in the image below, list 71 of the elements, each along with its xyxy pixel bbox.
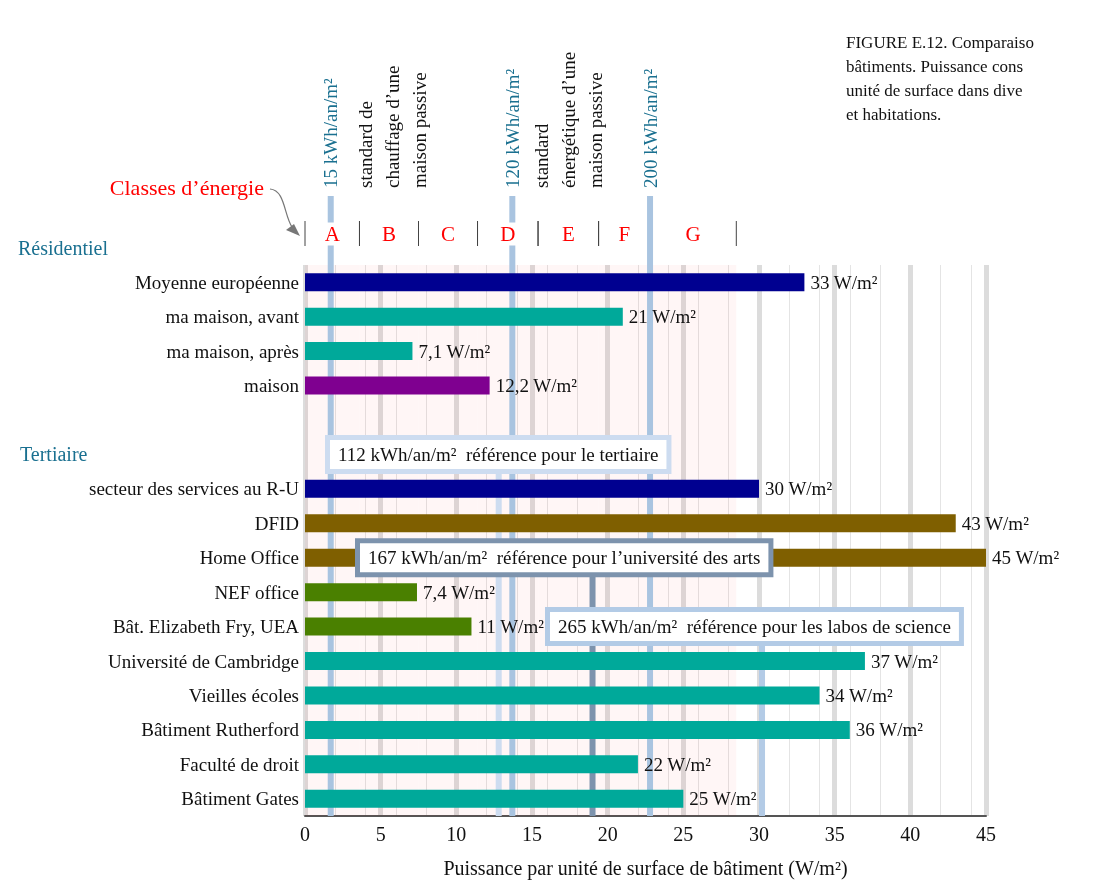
text: Tertiaire bbox=[20, 443, 88, 466]
data-label: 7,1 W/m² bbox=[418, 340, 491, 362]
text: standard de chauffage d’une maison passive bbox=[355, 65, 431, 188]
bar bbox=[305, 514, 956, 533]
bar bbox=[305, 652, 865, 671]
x-tick-label: 30 bbox=[749, 823, 769, 845]
x-axis-title: Puissance par unité de surface de bâtiment (W/m²) bbox=[443, 857, 848, 880]
data-label: 36 W/m² bbox=[855, 719, 924, 741]
data-label: 37 W/m² bbox=[870, 650, 939, 672]
ref-line-label: 167 kWh/an/m² référence pour l’université des arts bbox=[368, 547, 761, 569]
text: Classes d’énergie bbox=[109, 174, 264, 200]
y-tick-label: DFID bbox=[254, 512, 299, 534]
data-label: 7,4 W/m² bbox=[422, 581, 496, 603]
data-label: 25 W/m² bbox=[689, 788, 757, 810]
data-label: 12,2 W/m² bbox=[495, 375, 578, 397]
band-label: A bbox=[324, 222, 341, 246]
text: standard énergétique d’une maison passive bbox=[530, 51, 606, 188]
band-label: C bbox=[441, 222, 456, 246]
y-tick-label: ma maison, avant bbox=[165, 306, 300, 328]
y-tick-label: Home Office bbox=[199, 547, 299, 569]
bar bbox=[305, 342, 413, 361]
band-label: G bbox=[685, 222, 701, 246]
ref-line-label: 120 kWh/an/m² bbox=[501, 68, 523, 188]
data-label: 45 W/m² bbox=[992, 547, 1060, 569]
y-tick-label: Vieilles écoles bbox=[188, 684, 299, 706]
band-label: B bbox=[381, 222, 396, 246]
y-tick-label: Moyenne européenne bbox=[134, 271, 299, 293]
data-label: 22 W/m² bbox=[643, 753, 712, 775]
bar bbox=[305, 617, 472, 636]
y-tick-label: Bâtiment Rutherford bbox=[141, 719, 300, 741]
y-tick-label: Bâtiment Gates bbox=[181, 788, 299, 810]
bar bbox=[305, 686, 820, 705]
y-tick-label: maison bbox=[244, 375, 300, 397]
text: FIGURE E.12. Comparaiso bâtiments. Puissance cons unité de surface dans dive et habitations. bbox=[846, 32, 1034, 124]
band-label: D bbox=[500, 222, 516, 246]
bar bbox=[305, 479, 759, 498]
y-tick-label: Faculté de droit bbox=[179, 753, 300, 775]
bar bbox=[305, 307, 623, 326]
y-tick-label: Université de Cambridge bbox=[107, 650, 299, 672]
data-label: 33 W/m² bbox=[810, 271, 878, 293]
x-tick-label: 5 bbox=[375, 823, 386, 845]
ref-line-label: 265 kWh/an/m² référence pour les labos de science bbox=[558, 616, 951, 638]
ref-line-label: 200 kWh/an/m² bbox=[639, 68, 661, 188]
y-tick-label: ma maison, après bbox=[166, 340, 299, 362]
x-tick-label: 25 bbox=[673, 823, 694, 845]
x-tick-label: 45 bbox=[976, 823, 996, 845]
x-tick-label: 10 bbox=[446, 823, 467, 845]
bar bbox=[305, 273, 805, 292]
data-label: 34 W/m² bbox=[825, 684, 893, 706]
y-tick-label: Bât. Elizabeth Fry, UEA bbox=[112, 616, 300, 638]
y-tick-label: NEF office bbox=[214, 581, 299, 603]
x-tick-label: 0 bbox=[300, 823, 310, 845]
band-label: E bbox=[561, 222, 575, 246]
bar bbox=[305, 583, 417, 602]
x-tick-label: 35 bbox=[824, 823, 845, 845]
x-tick-label: 20 bbox=[597, 823, 618, 845]
bar bbox=[305, 720, 850, 739]
ref-line-label: 112 kWh/an/m² référence pour le tertiaire bbox=[338, 443, 659, 465]
data-label: 43 W/m² bbox=[961, 512, 1030, 534]
data-label: 21 W/m² bbox=[628, 306, 697, 328]
band-label: F bbox=[618, 222, 631, 246]
y-tick-label: secteur des services au R-U bbox=[89, 478, 300, 500]
bar bbox=[305, 789, 684, 808]
text: Résidentiel bbox=[18, 236, 109, 259]
bar bbox=[305, 755, 638, 774]
data-label: 11 W/m² bbox=[477, 616, 545, 638]
data-label: 30 W/m² bbox=[765, 478, 833, 500]
ref-line-label: 15 kWh/an/m² bbox=[320, 78, 342, 188]
x-tick-label: 15 bbox=[522, 823, 542, 845]
x-tick-label: 40 bbox=[900, 823, 921, 845]
bar bbox=[305, 376, 490, 395]
